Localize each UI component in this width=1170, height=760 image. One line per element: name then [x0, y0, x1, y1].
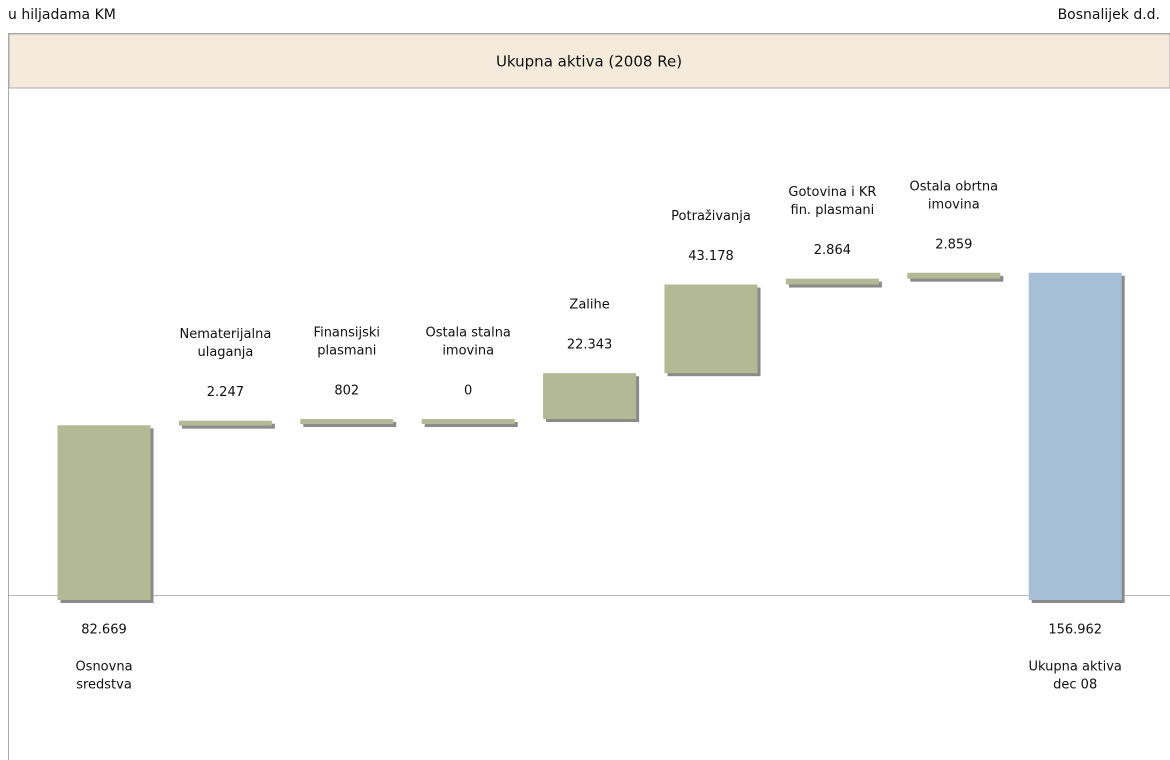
category-label: ulaganja — [197, 345, 253, 360]
bar — [421, 419, 515, 425]
bar-shadow — [424, 422, 518, 428]
category-label: Potraživanja — [671, 209, 751, 224]
category-label: imovina — [442, 344, 494, 359]
category-label: Finansijski — [314, 326, 381, 341]
unit-note: u hiljadama KM — [8, 7, 116, 23]
category-label: Ostala obrtna — [909, 179, 998, 194]
bar — [664, 284, 758, 374]
category-label: fin. plasmani — [791, 203, 875, 218]
value-label: 2.247 — [207, 385, 244, 400]
category-label: Ostala stalna — [425, 326, 510, 341]
chart-title: Ukupna aktiva (2008 Re) — [496, 53, 682, 71]
value-label: 22.343 — [567, 338, 613, 353]
bar-shadow — [910, 275, 1004, 282]
category-label: Osnovna — [75, 660, 132, 675]
bar-shadow — [181, 423, 275, 429]
bar-shadow — [788, 281, 882, 288]
category-label: sredstva — [76, 678, 132, 693]
bar — [907, 272, 1001, 279]
bar — [785, 278, 879, 285]
category-label: Gotovina i KR — [788, 185, 876, 200]
category-label: plasmani — [317, 344, 376, 359]
bar — [1028, 272, 1122, 600]
category-label: Zalihe — [569, 298, 609, 313]
value-label: 802 — [334, 384, 359, 399]
bar-shadow — [303, 422, 397, 428]
value-label: 2.864 — [814, 243, 851, 258]
bar — [178, 420, 272, 426]
bar — [57, 425, 151, 600]
category-label: Nematerijalna — [179, 327, 271, 342]
value-label: 156.962 — [1048, 623, 1102, 638]
category-label: imovina — [928, 197, 980, 212]
value-label: 82.669 — [81, 623, 127, 638]
category-label: Ukupna aktiva — [1029, 660, 1122, 675]
title-band — [8, 33, 1170, 89]
bar — [300, 419, 394, 425]
value-label: 2.859 — [935, 237, 972, 252]
category-label: dec 08 — [1053, 678, 1097, 693]
value-label: 0 — [464, 384, 472, 399]
bar — [543, 373, 637, 420]
value-label: 43.178 — [688, 249, 734, 264]
company: Bosnalijek d.d. — [1058, 7, 1160, 23]
